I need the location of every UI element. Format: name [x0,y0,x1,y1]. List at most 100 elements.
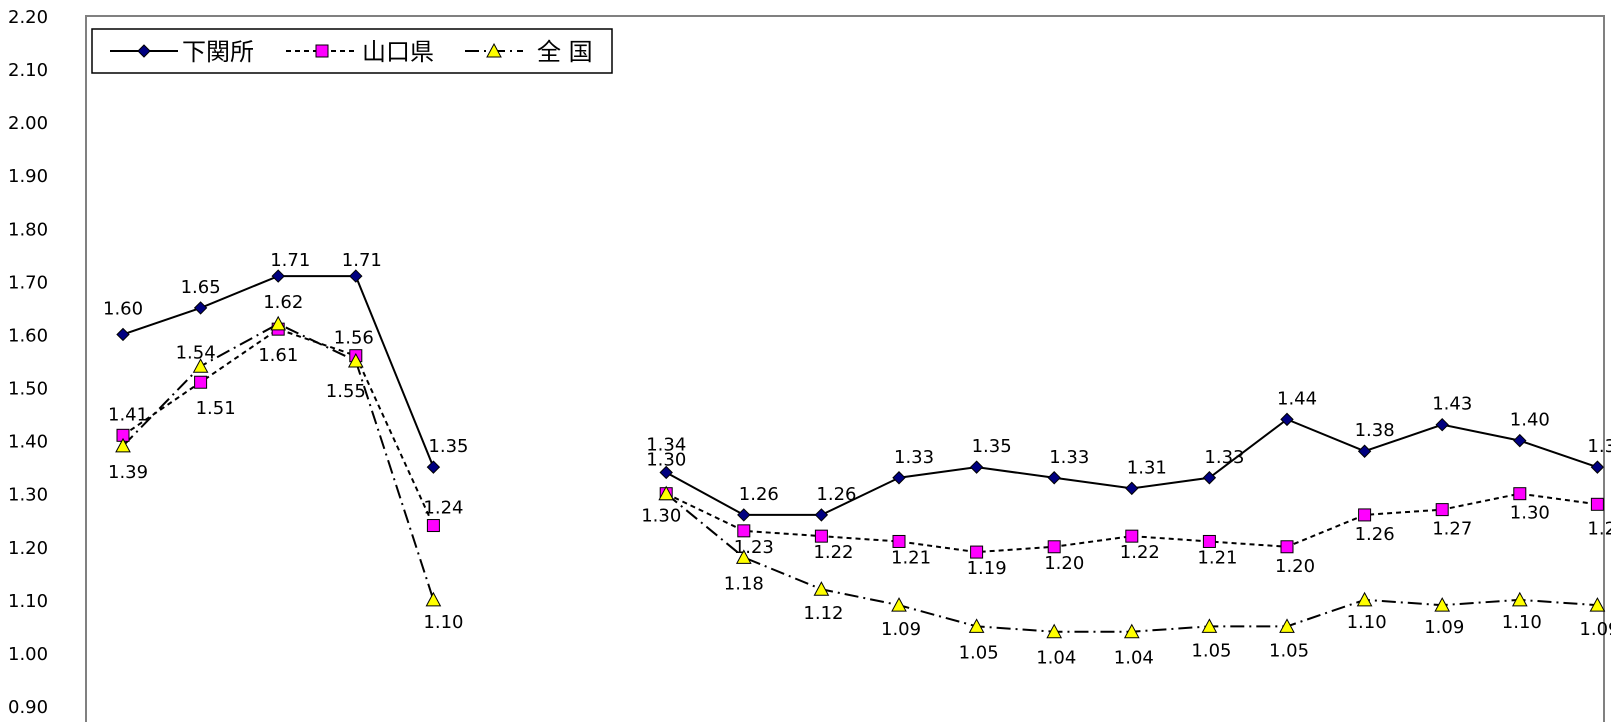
legend: 下関所 山口県 全 国 [91,28,613,74]
diamond-marker [137,44,151,58]
diamond-marker [1590,460,1605,474]
square-marker [1280,540,1294,554]
data-label: 1.09 [881,619,921,640]
triangle-marker [1123,623,1140,639]
triangle-marker [735,549,752,564]
data-labels: 1.60 1.65 1.71 1.71 1.35 1.34 1.26 1.26 1.33 1.35… [103,250,1611,669]
data-label: 1.38 [1355,420,1395,441]
data-label: 1.19 [967,558,1007,579]
diamond-marker [349,269,363,283]
triangle-marker [968,618,985,633]
triangle-marker [891,597,907,612]
y-tick-label: 1.40 [8,432,48,453]
data-label: 1.60 [103,298,143,319]
data-label: 1.65 [181,277,221,298]
data-label: 1.33 [894,447,934,468]
data-label: 1.62 [263,292,303,313]
square-marker [1047,540,1061,554]
triangle-marker [115,437,131,453]
data-label: 1.09 [1424,617,1464,638]
data-label: 1.33 [1204,447,1244,468]
y-tick-label: 1.10 [8,591,48,612]
diamond-marker [892,471,906,485]
data-label: 1.10 [1347,612,1387,633]
y-tick-label: 1.90 [8,166,48,187]
data-label: 1.30 [641,506,681,527]
data-label: 1.05 [1269,640,1309,661]
data-label: 1.39 [108,462,148,483]
diamond-marker [1280,412,1294,427]
data-label: 1.71 [342,250,382,271]
diamond-marker [1513,433,1527,448]
data-label: 1.40 [1510,410,1550,431]
triangle-marker [347,352,364,368]
square-marker [194,375,208,389]
data-label: 1.12 [803,603,843,624]
data-label: 1.24 [423,498,463,519]
triangle-marker [425,591,442,607]
data-label: 1.54 [176,342,216,363]
data-label: 1.28 [1587,518,1611,539]
diamond-marker [1125,481,1139,496]
data-label: 1.56 [334,328,374,349]
y-tick-label: 1.80 [8,219,48,240]
diamond-marker [426,460,441,474]
y-tick-label: 1.70 [8,272,48,293]
data-label: 1.55 [326,381,366,402]
triangle-marker [1201,618,1218,633]
triangle-marker [1511,591,1528,607]
data-label: 1.10 [1502,612,1542,633]
triangle-marker [486,42,502,58]
data-label: 1.04 [1114,648,1154,669]
data-label: 1.22 [1120,542,1160,563]
data-label: 1.44 [1277,388,1317,409]
diamond-marker [1357,444,1372,458]
data-label: 1.18 [724,573,764,594]
diamond-marker [814,508,829,522]
square-marker [1358,508,1372,522]
triangle-marker [1046,623,1063,639]
data-label: 1.43 [1432,394,1472,415]
square-marker [1590,497,1604,511]
data-label: 1.26 [739,484,779,505]
diamond-marker [271,269,285,283]
data-label: 1.20 [1275,556,1315,577]
square-marker [426,519,440,533]
square-marker [315,44,329,58]
square-marker [892,534,906,548]
data-label: 1.71 [270,250,310,271]
data-label: 1.61 [258,345,298,366]
square-marker [1435,503,1449,517]
data-label: 1.21 [891,547,931,568]
y-tick-label: 2.00 [8,113,48,134]
data-label: 1.05 [959,642,999,663]
triangle-marker [658,485,675,501]
triangle-marker [1589,597,1606,612]
y-tick-label: 1.50 [8,379,48,400]
y-tick-label: 1.30 [8,485,48,506]
diamond-marker [1047,471,1061,485]
square-marker [1202,534,1216,548]
y-tick-label: 0.90 [8,697,48,718]
triangle-marker [1279,618,1295,633]
diamond-marker [1435,417,1449,432]
square-marker [1513,487,1527,501]
data-label: 1.09 [1579,619,1611,640]
data-label: 1.33 [1049,447,1089,468]
data-label: 1.21 [1197,547,1237,568]
diamond-marker [116,327,130,342]
data-label: 1.20 [1044,553,1084,574]
square-marker [1125,529,1139,543]
y-tick-label: 1.60 [8,325,48,346]
data-label: 1.10 [423,612,463,633]
square-marker [814,529,828,543]
legend-label: 山口県 [362,38,434,66]
diamond-marker [737,508,751,522]
series-markers [115,269,1606,639]
data-label: 1.27 [1432,519,1472,540]
square-marker [737,524,751,538]
data-label: 1.22 [813,542,853,563]
data-label: 1.35 [972,436,1012,457]
data-label: 1.51 [196,398,236,419]
